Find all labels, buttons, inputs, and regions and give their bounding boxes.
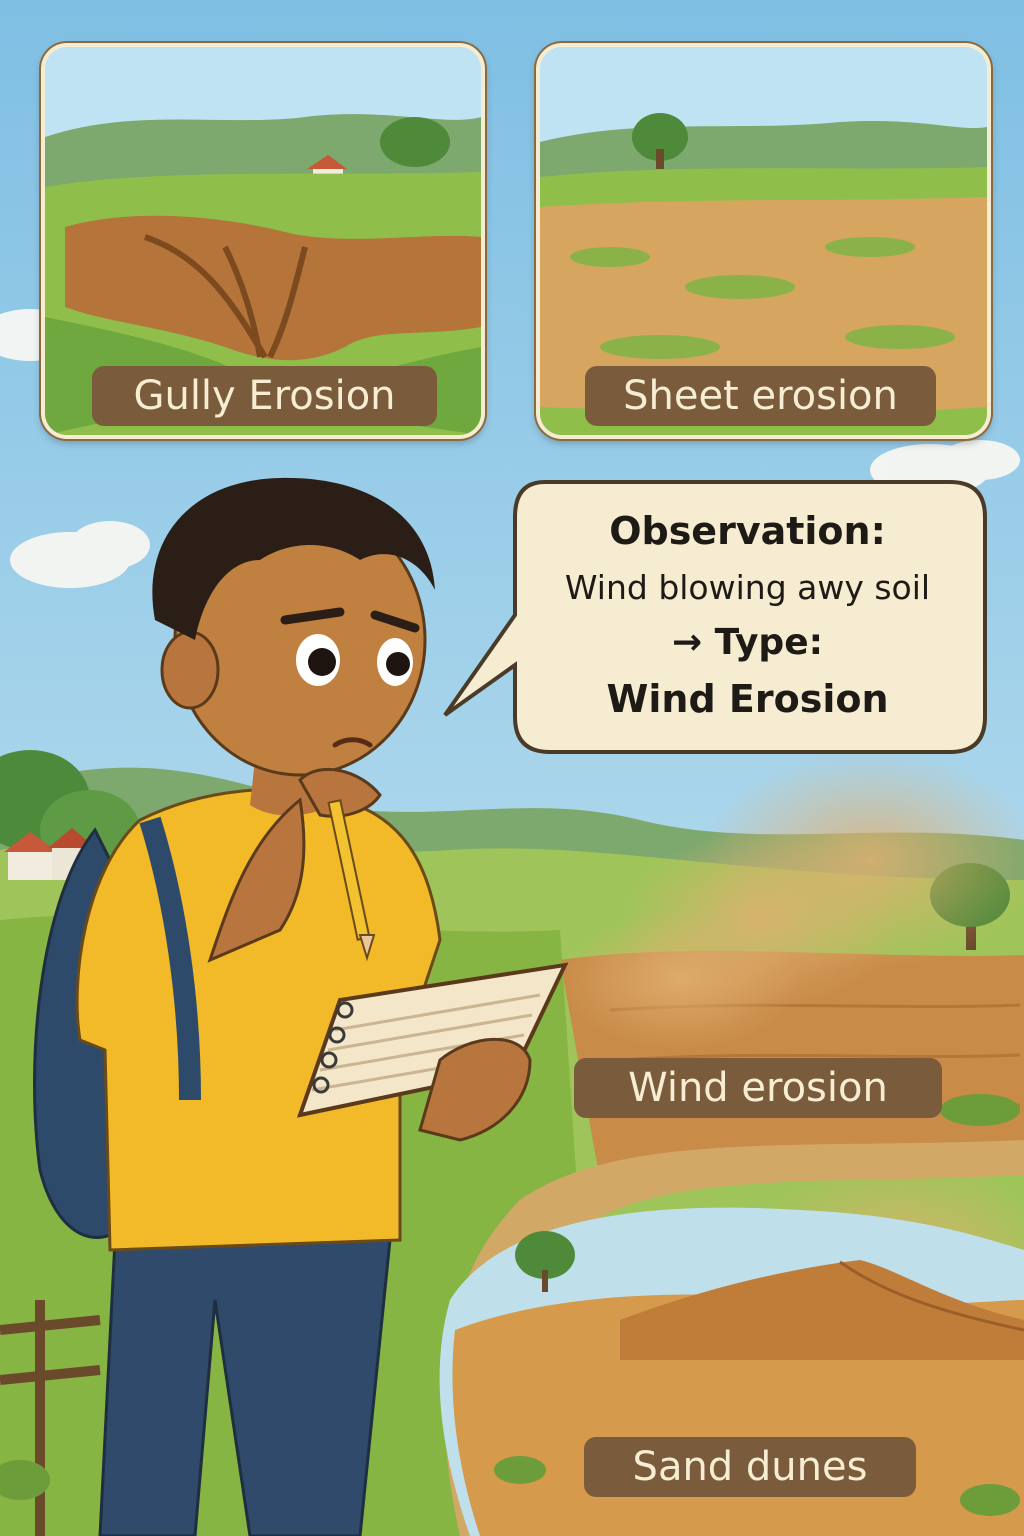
- observation-detail: Wind blowing awy soil: [564, 568, 931, 607]
- observation-title: Observation:: [609, 509, 886, 553]
- speech-bubble: [443, 480, 987, 754]
- sheet-erosion-image: [540, 47, 987, 435]
- label-wind-erosion: Wind erosion: [574, 1058, 942, 1118]
- pencil-icon: [327, 799, 376, 962]
- speech-bubble-text: Observation: Wind blowing awy soil → Typ…: [515, 494, 980, 728]
- observation-type-line: → Type:: [671, 622, 824, 663]
- wooden-fence: [0, 1300, 101, 1536]
- boy-figure: [33, 477, 569, 1536]
- observation-result: Wind Erosion: [606, 677, 889, 721]
- label-sheet-erosion: Sheet erosion: [585, 366, 936, 426]
- label-sand-dunes: Sand dunes: [584, 1437, 916, 1497]
- sand-dune: [620, 1260, 1024, 1360]
- label-gully-erosion: Gully Erosion: [92, 366, 437, 426]
